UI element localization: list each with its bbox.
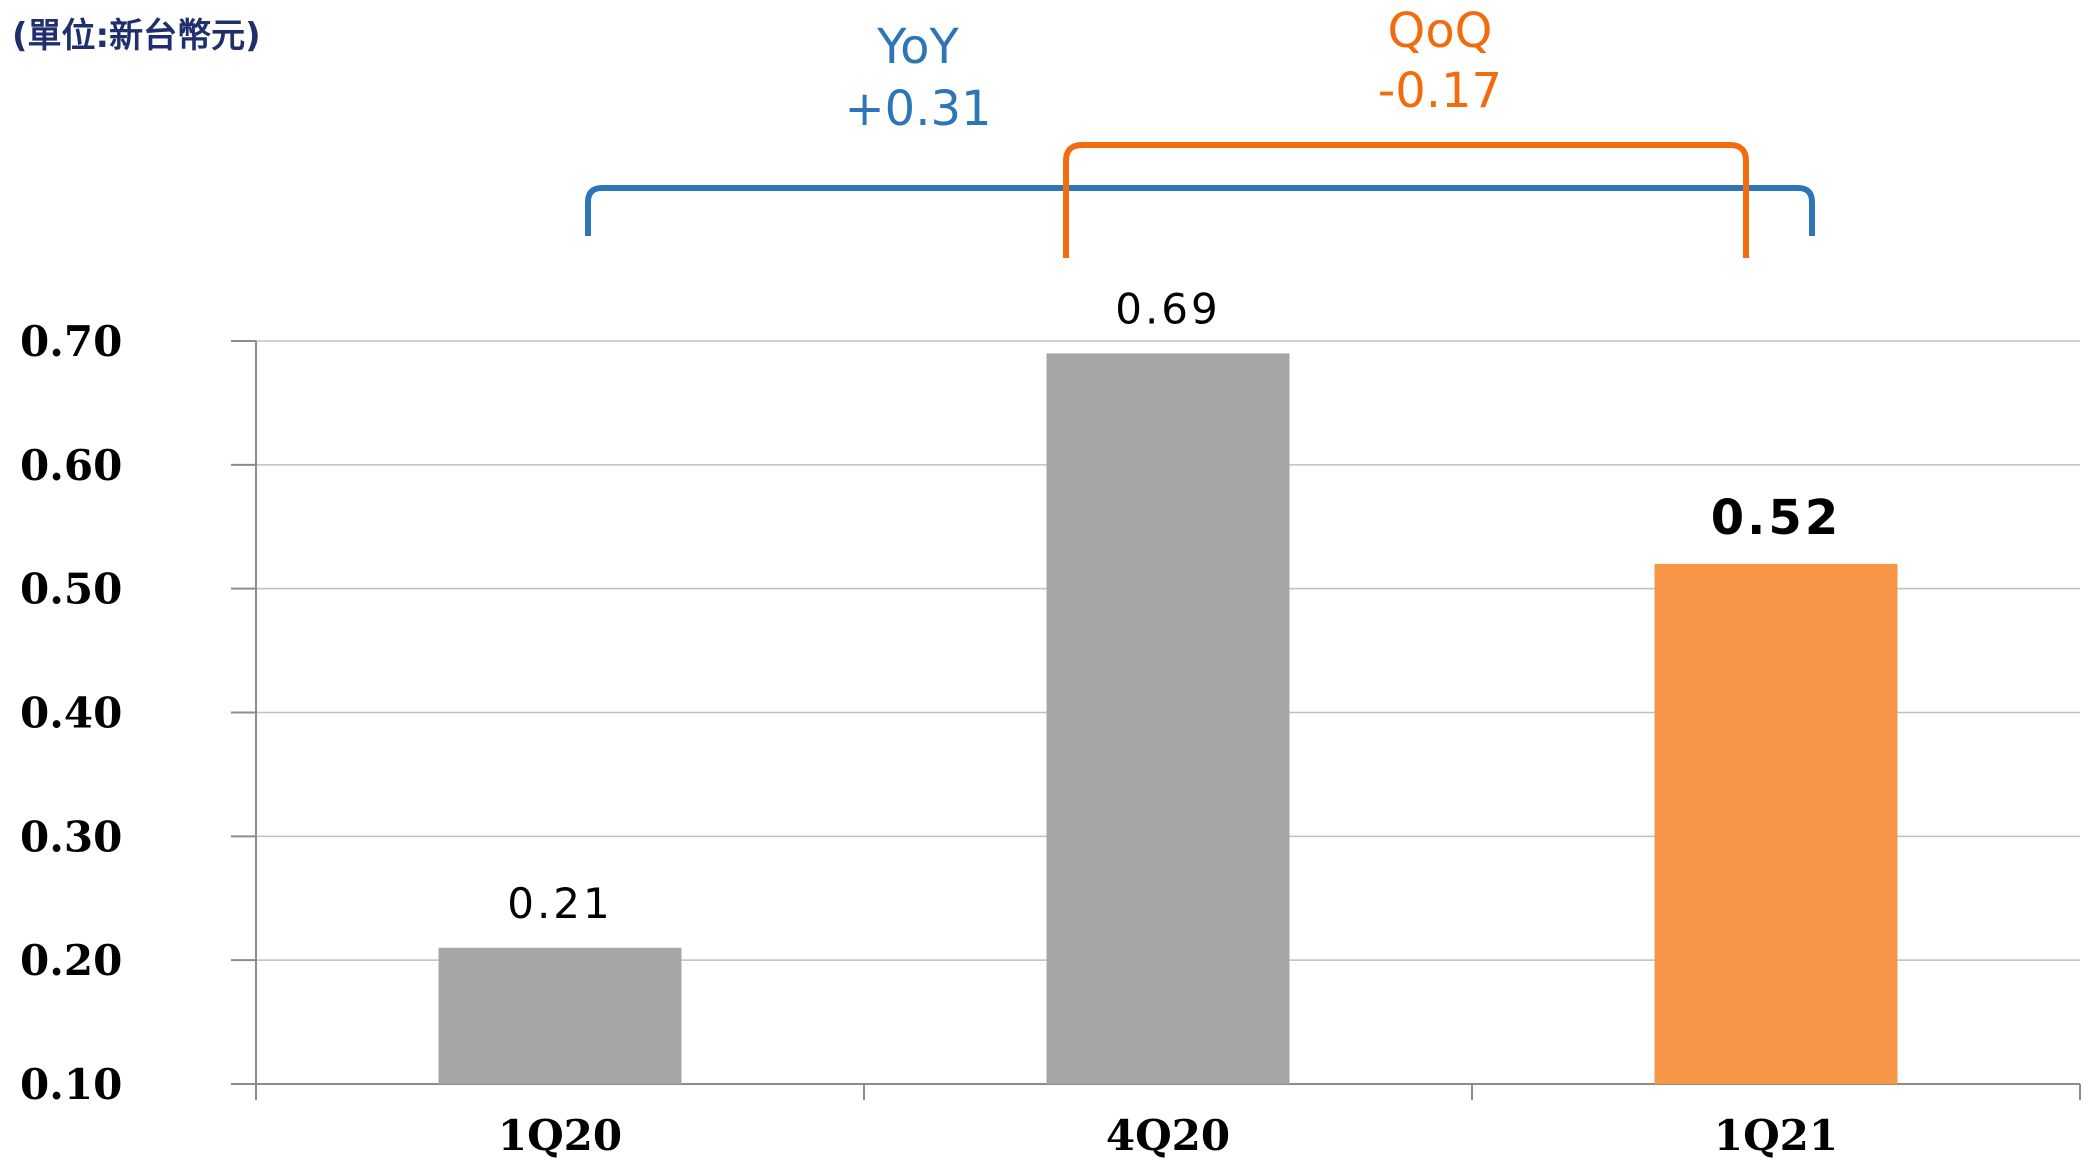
y-tick-label: 0.40 <box>20 689 122 738</box>
y-tick-label: 0.50 <box>20 565 122 614</box>
y-tick-label: 0.70 <box>20 317 122 366</box>
data-label: 0.21 <box>507 879 613 928</box>
y-tick-label: 0.10 <box>20 1060 122 1109</box>
y-tick-label: 0.30 <box>20 812 122 861</box>
x-tick-label: 1Q21 <box>1714 1111 1838 1160</box>
data-label: 0.69 <box>1115 284 1221 333</box>
yoy-bracket <box>585 185 1815 236</box>
yoy-value: +0.31 <box>844 81 991 137</box>
x-tick-label: 1Q20 <box>498 1111 622 1160</box>
y-tick-label: 0.20 <box>20 936 122 985</box>
bar <box>1654 563 1898 1084</box>
yoy-label: YoY <box>876 19 959 75</box>
qoq-bracket <box>1063 142 1749 258</box>
data-label: 0.52 <box>1711 490 1841 546</box>
unit-label: (單位:新台幣元) <box>12 16 261 56</box>
bar <box>438 947 682 1084</box>
x-tick-label: 4Q20 <box>1106 1111 1230 1160</box>
qoq-value: -0.17 <box>1378 63 1502 119</box>
qoq-label: QoQ <box>1388 3 1493 59</box>
y-tick-label: 0.60 <box>20 441 122 490</box>
bar <box>1046 353 1290 1085</box>
